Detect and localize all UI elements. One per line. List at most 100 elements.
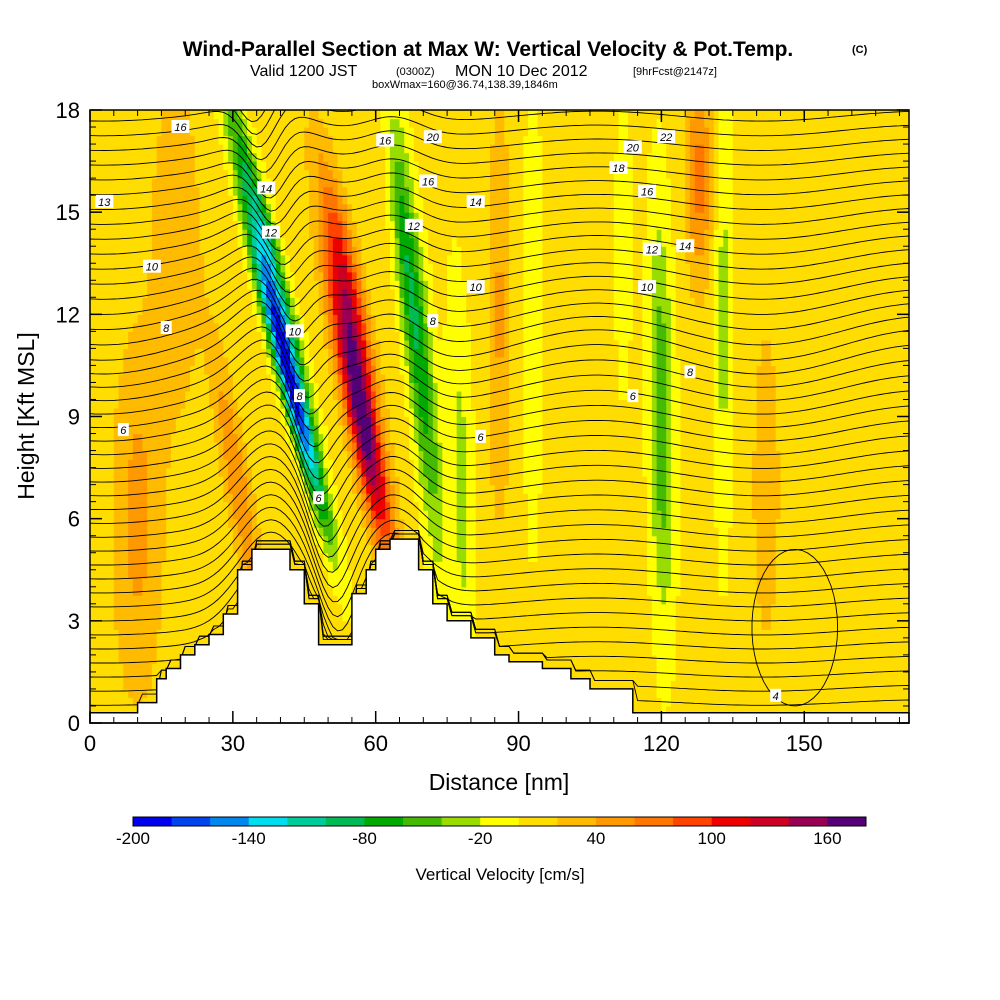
velocity-cell (747, 501, 753, 511)
velocity-cell (399, 510, 405, 520)
velocity-cell (704, 637, 710, 647)
velocity-cell (147, 518, 153, 528)
velocity-cell (113, 612, 120, 622)
velocity-cell (547, 654, 553, 664)
velocity-cell (613, 629, 620, 639)
velocity-cell (904, 501, 909, 511)
velocity-cell (828, 518, 834, 528)
velocity-cell (342, 612, 348, 622)
velocity-cell (866, 561, 872, 571)
velocity-cell (194, 629, 201, 639)
velocity-cell (785, 484, 791, 494)
velocity-cell (766, 680, 772, 690)
velocity-cell (113, 637, 120, 647)
velocity-cell (904, 493, 909, 503)
velocity-cell (232, 535, 239, 545)
velocity-cell (347, 629, 353, 639)
velocity-cell (485, 586, 491, 596)
velocity-cell (637, 629, 643, 639)
velocity-cell (770, 680, 777, 690)
velocity-cell (99, 637, 105, 647)
velocity-cell (232, 578, 239, 588)
velocity-cell (599, 493, 605, 503)
velocity-cell (99, 680, 105, 690)
velocity-cell (623, 484, 629, 494)
velocity-cell (813, 620, 820, 630)
velocity-cell (789, 612, 796, 622)
velocity-cell (728, 637, 734, 647)
velocity-cell (689, 637, 696, 647)
velocity-cell (189, 501, 196, 511)
velocity-cell (756, 535, 762, 545)
velocity-cell (275, 527, 282, 537)
velocity-cell (461, 595, 467, 605)
velocity-cell (213, 620, 220, 630)
velocity-cell (632, 527, 639, 537)
velocity-cell (818, 484, 824, 494)
velocity-cell (770, 561, 777, 571)
velocity-cell (885, 586, 891, 596)
velocity-cell (575, 544, 582, 554)
velocity-cell (489, 552, 496, 562)
velocity-cell (209, 620, 215, 630)
velocity-cell (599, 637, 605, 647)
velocity-cell (647, 646, 653, 656)
velocity-cell (604, 654, 610, 664)
velocity-cell (770, 501, 777, 511)
velocity-cell (461, 501, 467, 511)
velocity-cell (647, 705, 653, 716)
velocity-cell (751, 476, 758, 486)
velocity-cell (180, 544, 186, 554)
velocity-cell (609, 578, 615, 588)
velocity-cell (489, 603, 496, 613)
velocity-cell (485, 535, 491, 545)
velocity-cell (761, 493, 767, 503)
velocity-cell (680, 671, 686, 682)
velocity-cell (180, 552, 186, 562)
velocity-cell (489, 561, 496, 571)
velocity-cell (656, 493, 662, 503)
velocity-cell (799, 476, 805, 486)
velocity-cell (804, 620, 810, 630)
velocity-cell (480, 569, 486, 579)
velocity-cell (90, 637, 96, 647)
velocity-cell (404, 493, 410, 503)
velocity-cell (847, 586, 853, 596)
velocity-cell (623, 518, 629, 528)
velocity-cell (499, 527, 505, 537)
velocity-cell (204, 493, 210, 503)
velocity-cell (766, 501, 772, 511)
velocity-cell (880, 603, 886, 613)
velocity-cell (651, 510, 658, 520)
velocity-cell (894, 544, 901, 554)
velocity-cell (356, 569, 363, 579)
velocity-cell (128, 663, 134, 673)
velocity-cell (313, 561, 320, 571)
velocity-cell (551, 527, 558, 537)
velocity-cell (794, 663, 801, 673)
velocity-cell (99, 663, 105, 673)
velocity-cell (537, 484, 543, 494)
velocity-cell (799, 578, 805, 588)
velocity-cell (794, 654, 801, 664)
velocity-cell (632, 646, 639, 656)
velocity-cell (628, 603, 634, 613)
velocity-cell (870, 561, 877, 571)
velocity-cell (90, 493, 96, 503)
velocity-cell (828, 697, 834, 707)
velocity-cell (128, 510, 134, 520)
velocity-cell (204, 578, 210, 588)
velocity-cell (651, 603, 658, 613)
velocity-cell (670, 586, 677, 596)
velocity-cell (337, 544, 343, 554)
velocity-cell (418, 535, 424, 545)
velocity-cell (713, 493, 720, 503)
velocity-cell (847, 510, 853, 520)
velocity-cell (209, 501, 215, 511)
velocity-cell (147, 620, 153, 630)
velocity-cell (123, 527, 129, 537)
velocity-cell (813, 535, 820, 545)
velocity-cell (632, 501, 639, 511)
velocity-cell (666, 476, 672, 486)
velocity-cell (361, 535, 367, 545)
